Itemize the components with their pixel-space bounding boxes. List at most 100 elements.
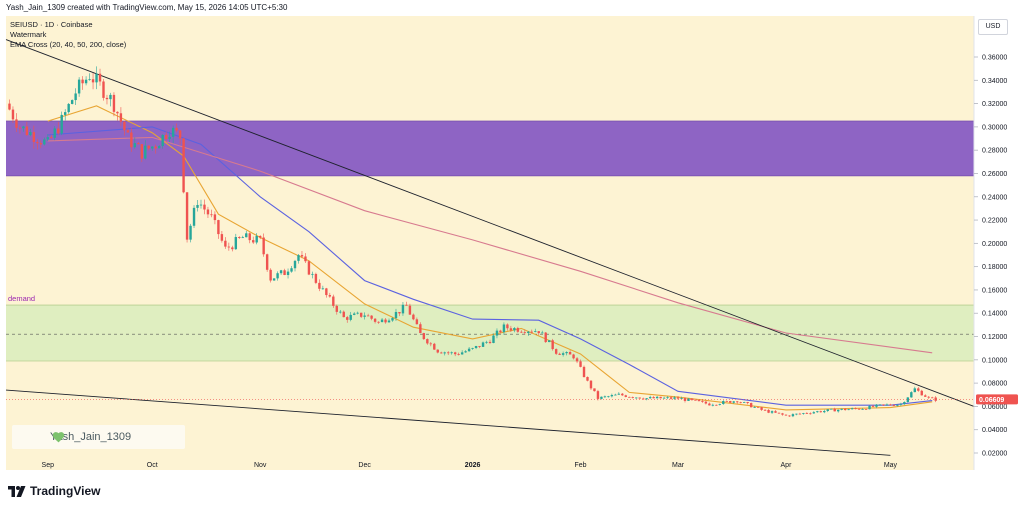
- candle-body: [934, 397, 937, 401]
- candle-body: [255, 235, 258, 243]
- candle-body: [607, 396, 610, 398]
- candle-body: [217, 220, 220, 235]
- candle-body: [506, 324, 509, 329]
- candle-body: [770, 411, 774, 413]
- candle-body: [158, 146, 161, 149]
- candle-body: [346, 317, 349, 320]
- candle-body: [878, 404, 882, 406]
- candle-body: [791, 414, 795, 417]
- watermark-indicator-label: Watermark: [10, 30, 47, 39]
- candle-body: [882, 404, 885, 406]
- price-tick-label: 0.08000: [982, 381, 1007, 388]
- candle-body: [690, 398, 694, 400]
- candle-body: [760, 407, 763, 410]
- candle-body: [833, 408, 836, 412]
- candle-body: [854, 408, 857, 410]
- price-tick-label: 0.04000: [982, 427, 1007, 434]
- time-axis[interactable]: Sep Oct Nov Dec 2026 Feb Mar Apr May: [42, 462, 898, 469]
- candle-body: [875, 404, 878, 407]
- green-heart-icon: [52, 432, 65, 443]
- candle-body: [349, 314, 352, 320]
- candle-body: [662, 397, 666, 399]
- candle-body: [554, 349, 558, 354]
- candle-body: [401, 304, 405, 314]
- candle-body: [767, 409, 770, 413]
- candle-body: [843, 408, 847, 411]
- candle-body: [123, 121, 126, 131]
- candle-body: [809, 413, 812, 415]
- candle-body: [558, 353, 561, 355]
- price-tick-label: 0.24000: [982, 194, 1007, 201]
- candle-body: [36, 141, 39, 144]
- last-price-badge: [976, 394, 1018, 405]
- candle-body: [534, 331, 537, 332]
- candle-body: [415, 319, 419, 325]
- price-tick-label: 0.32000: [982, 101, 1007, 108]
- time-tick-label: Nov: [254, 462, 267, 469]
- candle-body: [621, 393, 624, 396]
- plot-background: [6, 16, 974, 470]
- candle-body: [544, 332, 547, 343]
- candle-body: [126, 130, 130, 133]
- candle-body: [373, 318, 377, 322]
- candle-body: [199, 204, 203, 206]
- candle-body: [823, 410, 826, 413]
- candle-body: [460, 352, 464, 355]
- candle-body: [335, 305, 338, 312]
- price-tick-label: 0.06000: [982, 404, 1007, 411]
- demand-zone: [6, 305, 974, 361]
- candle-body: [568, 352, 572, 355]
- watermark-text: Yash_Jain_1309: [50, 431, 132, 443]
- candle-body: [857, 408, 861, 410]
- candle-body: [220, 234, 224, 241]
- price-tick-label: 0.30000: [982, 124, 1007, 131]
- candle-body: [15, 119, 18, 128]
- candle-body: [673, 397, 676, 399]
- candle-body: [405, 304, 408, 306]
- candle-body: [861, 408, 864, 410]
- candle-body: [359, 312, 363, 317]
- candle-body: [258, 235, 262, 238]
- price-chart[interactable]: 0.36000 0.34000 0.32000 0.30000 0.28000 0.260…: [0, 16, 1024, 476]
- candle-body: [332, 296, 335, 306]
- candle-body: [171, 127, 175, 137]
- candle-body: [586, 377, 589, 381]
- candle-body: [32, 132, 36, 142]
- candle-body: [464, 351, 467, 353]
- candle-body: [161, 134, 164, 147]
- ema-200-line: [47, 136, 933, 354]
- candle-body: [227, 246, 231, 248]
- ema-50-line: [47, 126, 933, 406]
- candle-body: [116, 111, 119, 114]
- candle-body: [318, 282, 321, 289]
- candle-body: [492, 335, 495, 343]
- trendline-layer: [5, 39, 975, 456]
- candle-body: [582, 366, 586, 378]
- candle-body: [718, 404, 722, 405]
- candle-body: [43, 139, 46, 145]
- tradingview-logo[interactable]: TradingView: [8, 484, 100, 498]
- time-tick-label: Sep: [42, 462, 55, 469]
- candle-body: [265, 254, 269, 270]
- candle-body: [105, 97, 109, 100]
- candle-body: [112, 94, 116, 112]
- price-axis[interactable]: 0.36000 0.34000 0.32000 0.30000 0.28000 0.260…: [974, 55, 1007, 458]
- candle-body: [380, 319, 384, 323]
- candle-body: [203, 204, 206, 210]
- candle-body: [248, 233, 251, 241]
- candle-body: [151, 146, 154, 149]
- candle-body: [328, 295, 332, 297]
- zones-layer: [6, 120, 974, 362]
- currency-button[interactable]: USD: [978, 19, 1008, 35]
- candle-body: [603, 396, 607, 398]
- candle-body: [29, 132, 32, 136]
- candle-body: [422, 333, 426, 340]
- candle-body: [436, 349, 439, 353]
- chart-header: Yash_Jain_1309 created with TradingView.…: [0, 0, 1024, 16]
- candle-body: [39, 143, 43, 145]
- candle-body: [697, 400, 701, 402]
- candle-body: [293, 260, 297, 269]
- price-tick-label: 0.16000: [982, 287, 1007, 294]
- candle-body: [694, 399, 697, 401]
- candle-body: [589, 380, 593, 389]
